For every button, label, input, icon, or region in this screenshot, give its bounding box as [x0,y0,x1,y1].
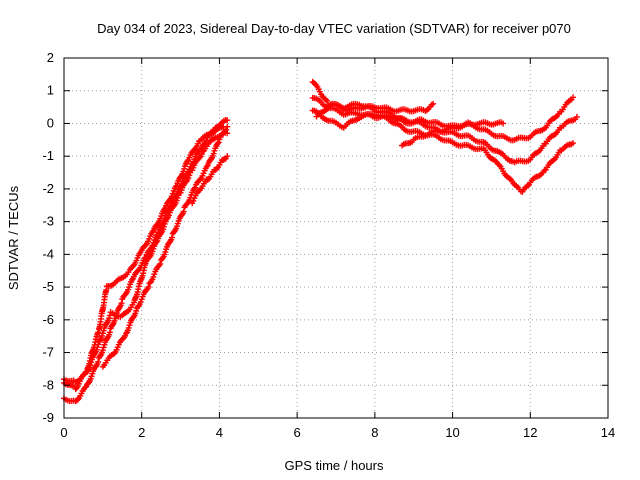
y-tick-label: -8 [42,377,54,392]
data-point-marker [180,208,187,215]
y-tick-label: -7 [42,345,54,360]
data-point-marker [191,146,198,153]
data-point-marker [146,254,153,261]
series-track-9 [313,100,437,120]
y-tick-label: -6 [42,312,54,327]
x-axis-label: GPS time / hours [285,458,384,473]
x-tick-label: 0 [60,425,67,440]
data-point-marker [157,260,164,267]
data-point-marker [125,324,132,331]
data-point-marker [81,384,88,391]
plot-frame [63,57,609,419]
data-point-marker [150,273,157,280]
y-tick-label: -2 [42,181,54,196]
x-tick-label: 4 [216,425,223,440]
series-track-1 [61,117,231,405]
data-point-marker [570,140,577,147]
y-axis-label: SDTVAR / TECUs [6,185,21,290]
y-tick-label: -4 [42,246,54,261]
y-tick-label: -1 [42,148,54,163]
data-point-marker [224,117,231,124]
series-track-10 [399,119,507,149]
data-point-marker [570,94,577,101]
data-point-marker [214,140,221,147]
x-tick-label: 6 [294,425,301,440]
data-point-marker [191,185,198,192]
data-point-marker [322,96,329,103]
series-track-3 [61,123,227,393]
x-tick-label: 10 [445,425,459,440]
data-point-marker [138,296,145,303]
data-point-marker [147,279,154,286]
data-point-marker [324,97,331,104]
data-point-marker [162,248,169,255]
data-point-marker [165,212,172,219]
data-point-marker [168,234,175,241]
data-point-marker [106,329,113,336]
x-tick-label: 2 [138,425,145,440]
y-tick-label: -5 [42,279,54,294]
data-point-marker [100,344,107,351]
data-point-marker [524,182,531,189]
data-layer [61,78,580,405]
series-track-4 [99,123,231,370]
data-point-marker [573,113,580,120]
data-point-marker [130,262,137,269]
chart-title: Day 034 of 2023, Sidereal Day-to-day VTE… [97,21,571,36]
y-tick-label: 2 [47,50,54,65]
data-point-marker [215,139,222,146]
data-point-marker [224,153,231,160]
data-point-marker [550,157,557,164]
data-point-marker [169,190,176,197]
y-tick-label: -9 [42,410,54,425]
x-tick-label: 14 [601,425,615,440]
data-point-marker [126,284,133,291]
data-point-marker [153,239,160,246]
data-point-marker [95,358,102,365]
series-track-5 [189,153,231,207]
y-tick-label: 0 [47,115,54,130]
x-tick-label: 8 [371,425,378,440]
data-point-marker [149,248,156,255]
y-tick-label: 1 [47,83,54,98]
data-point-marker [223,126,230,133]
data-point-marker [160,223,167,230]
data-point-marker [118,300,125,307]
data-point-marker [88,373,95,380]
data-point-marker [186,172,193,179]
data-point-marker [224,123,231,130]
data-point-marker [177,189,184,196]
data-point-marker [83,368,90,375]
y-tick-label: -3 [42,214,54,229]
data-point-marker [500,120,507,127]
data-point-marker [184,158,191,165]
data-point-marker [221,156,228,163]
data-point-marker [430,100,437,107]
data-point-marker [99,330,106,337]
data-point-marker [133,307,140,314]
series-track-8 [309,107,577,195]
data-point-marker [178,211,185,218]
data-point-marker [192,184,199,191]
data-point-marker [157,215,164,222]
data-point-marker [99,347,106,354]
x-tick-label: 12 [523,425,537,440]
data-point-marker [208,156,215,163]
data-point-marker [145,283,152,290]
